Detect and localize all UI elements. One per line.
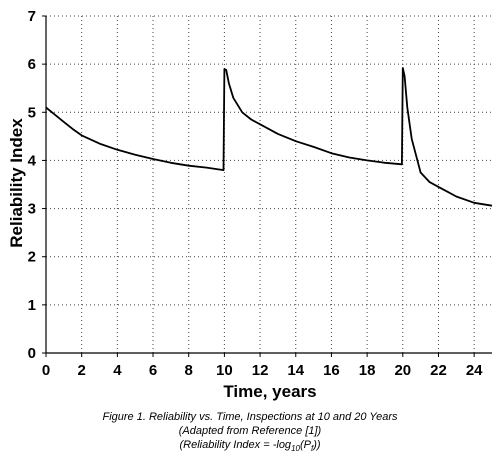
x-tick-label: 12 (252, 362, 269, 379)
y-tick-label: 4 (28, 152, 37, 169)
y-tick-label: 6 (28, 56, 36, 73)
axes (42, 15, 492, 357)
grid (46, 15, 492, 353)
x-tick-label: 18 (359, 362, 376, 379)
x-tick-label: 14 (287, 362, 304, 379)
figure-caption-line-2: (Adapted from Reference [1]) (178, 425, 322, 437)
y-axis-title: Reliability Index (7, 118, 26, 248)
caption-formula-suffix: )) (313, 439, 321, 451)
y-tick-label: 5 (28, 104, 36, 121)
series-line-0 (45, 67, 493, 207)
x-tick-label: 2 (78, 362, 86, 379)
series-layer (45, 67, 493, 207)
x-tick-label: 10 (216, 362, 233, 379)
y-tick-label: 2 (28, 249, 36, 266)
x-tick-label: 0 (42, 362, 50, 379)
x-tick-label: 20 (394, 362, 411, 379)
x-tick-label: 22 (430, 362, 447, 379)
y-tick-label: 1 (28, 297, 36, 314)
y-tick-label: 3 (28, 201, 36, 218)
y-tick-label: 0 (28, 345, 36, 362)
x-tick-label: 8 (185, 362, 193, 379)
x-tick-label: 24 (466, 362, 483, 379)
y-tick-label: 7 (28, 8, 36, 25)
x-tick-label: 16 (323, 362, 340, 379)
caption-formula-subscript-f: f (310, 444, 314, 454)
caption-formula-prefix: (Reliability Index = -log (179, 439, 292, 451)
figure-caption-line-3: (Reliability Index = -log10(Pf)) (0, 438, 500, 456)
x-tick-label: 4 (113, 362, 122, 379)
x-tick-label: 6 (149, 362, 157, 379)
x-axis-title: Time, years (223, 382, 316, 401)
caption-formula-subscript-base: 10 (291, 444, 300, 454)
caption-formula-middle: (P (299, 439, 311, 451)
figure-caption-line-1: Figure 1. Reliability vs. Time, Inspecti… (102, 411, 398, 423)
